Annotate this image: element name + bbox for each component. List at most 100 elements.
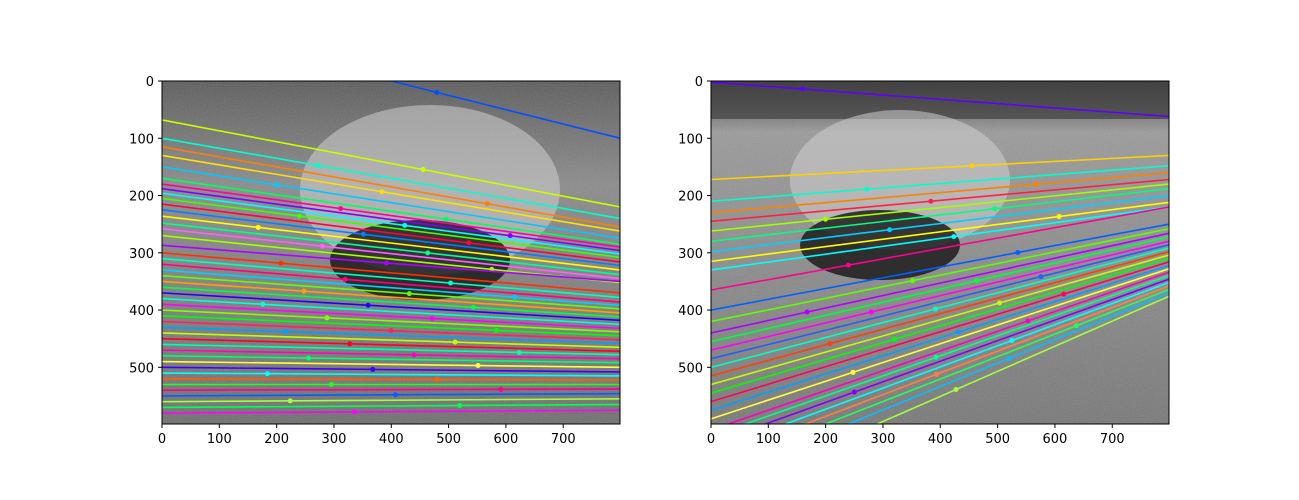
epipolar-line (162, 398, 620, 403)
epipolar-line (162, 355, 620, 364)
keypoint-marker (264, 371, 270, 377)
keypoint-marker (425, 250, 431, 256)
epipolar-line (162, 366, 620, 373)
keypoint-marker (361, 231, 367, 237)
epipolar-line (711, 254, 1169, 386)
keypoint-marker (827, 341, 833, 347)
x-tick-label: 700 (1100, 432, 1125, 447)
epipolar-line (711, 201, 1169, 263)
keypoint-marker (255, 224, 261, 230)
x-tick-label: 400 (928, 432, 953, 447)
keypoint-marker (1061, 291, 1067, 297)
keypoint-marker (306, 355, 312, 361)
keypoint-marker (411, 352, 417, 358)
keypoint-marker (324, 315, 330, 321)
epipolar-line (162, 314, 620, 337)
keypoint-marker (466, 240, 472, 246)
epipolar-line (162, 166, 620, 240)
epipolar-line (711, 240, 1169, 351)
x-tick-label: 500 (436, 432, 461, 447)
keypoint-marker (932, 306, 938, 312)
keypoint-marker (448, 280, 454, 286)
keypoint-marker (402, 222, 408, 228)
epipolar-line (711, 81, 1169, 118)
keypoint-marker (328, 381, 334, 387)
keypoint-marker (928, 198, 934, 204)
epipolar-line (162, 392, 620, 397)
epipolar-line (162, 349, 620, 360)
x-tick-label: 600 (494, 432, 519, 447)
y-tick-label: 0 (695, 75, 703, 90)
keypoint-marker (1015, 250, 1021, 255)
keypoint-marker (278, 260, 284, 266)
x-tick-label: 200 (264, 432, 289, 447)
keypoint-marker (470, 304, 476, 310)
keypoint-marker (484, 201, 490, 207)
keypoint-marker (301, 288, 307, 294)
epipolar-line (391, 81, 620, 140)
y-tick-label: 0 (146, 75, 154, 90)
keypoint-marker (851, 389, 857, 395)
epipolar-line (162, 215, 620, 271)
keypoint-marker (319, 243, 325, 249)
keypoint-marker (1009, 338, 1015, 344)
keypoint-marker (1056, 214, 1062, 220)
y-tick-label: 400 (129, 304, 154, 319)
keypoint-marker (342, 276, 348, 282)
epipolar-line (805, 285, 1169, 424)
keypoint-marker (347, 341, 353, 347)
epipolar-line (711, 268, 1169, 420)
epipolar-line (162, 309, 620, 333)
epipolar-line (711, 171, 1169, 214)
epipolar-line (162, 137, 620, 220)
keypoint-marker (507, 233, 513, 239)
epipolar-line (162, 292, 620, 322)
right-image (711, 81, 1169, 424)
epipolar-line (711, 164, 1169, 203)
keypoint-marker (420, 167, 426, 173)
y-tick-label: 500 (678, 361, 703, 376)
epipolar-line (162, 297, 620, 326)
epipolar-line (785, 281, 1169, 424)
epipolar-line (876, 295, 1169, 424)
epipolar-line (162, 177, 620, 245)
x-tick-label: 100 (207, 432, 232, 447)
keypoint-marker (452, 339, 458, 345)
keypoint-marker (823, 216, 828, 222)
keypoint-marker (804, 309, 810, 315)
keypoint-marker (429, 316, 435, 322)
keypoint-marker (887, 227, 893, 233)
keypoint-marker (953, 387, 959, 393)
y-tick-label: 200 (129, 190, 154, 205)
y-tick-label: 100 (678, 132, 703, 147)
epipolar-line (745, 274, 1169, 424)
keypoint-marker (379, 189, 385, 195)
epipolar-line (162, 257, 620, 299)
epipolar-line (162, 146, 620, 228)
keypoint-marker (493, 327, 499, 333)
epipolar-line (711, 243, 1169, 360)
epipolar-line (825, 288, 1169, 424)
epipolar-line (711, 264, 1169, 412)
keypoint-marker (475, 363, 481, 369)
x-tick-label: 500 (985, 432, 1010, 447)
keypoint-marker (992, 206, 998, 212)
epipolar-line (711, 227, 1169, 323)
keypoint-marker (1073, 323, 1079, 329)
keypoint-marker (393, 392, 399, 398)
epipolar-line (711, 154, 1169, 181)
epipolar-line (162, 274, 620, 310)
x-tick-label: 200 (813, 432, 838, 447)
epipolar-line (162, 244, 620, 283)
keypoint-marker (1025, 318, 1031, 324)
keypoint-marker (997, 300, 1003, 306)
epipolar-line (162, 263, 620, 303)
epipolar-line (711, 257, 1169, 394)
epipolar-line (711, 235, 1169, 343)
epipolar-line (162, 227, 620, 280)
keypoint-marker (260, 301, 266, 307)
epipolar-line (711, 223, 1169, 311)
keypoint-marker (443, 216, 449, 222)
keypoint-marker (850, 369, 856, 375)
epipolar-line (711, 206, 1169, 291)
